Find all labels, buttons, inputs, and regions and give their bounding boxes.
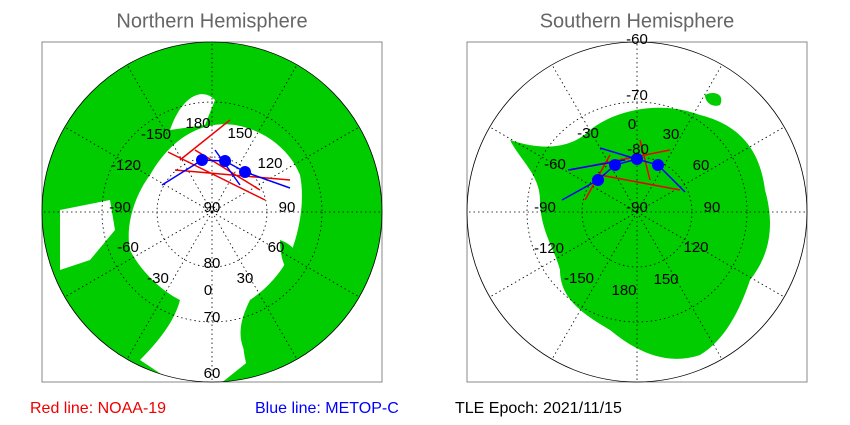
tracks — [561, 139, 686, 201]
grid-label: -80 — [627, 141, 649, 158]
south-map — [510, 93, 770, 359]
south-panel: Southern Hemisphere -60 -70 0 -30 30 -80 -60 60… — [466, 10, 808, 383]
tle-epoch: TLE Epoch: 2021/11/15 — [455, 400, 622, 417]
grid-label: -90 — [534, 199, 556, 216]
grid-label: 90 — [279, 199, 296, 216]
grid-label: -70 — [626, 87, 648, 104]
legend-blue: Blue line: METOP-C — [255, 400, 399, 417]
meridian — [211, 211, 298, 360]
graticule — [41, 41, 383, 383]
grid-label: 80 — [204, 255, 221, 272]
grid-label: -30 — [147, 270, 169, 287]
grid-label: 30 — [663, 126, 680, 143]
grid-label: -90 — [626, 199, 648, 216]
meridian — [636, 211, 723, 360]
grid-label: 180 — [611, 282, 636, 299]
grid-label: 90 — [704, 199, 721, 216]
grid-label: -90 — [109, 199, 131, 216]
meridian — [551, 211, 638, 360]
grid-label: 70 — [204, 309, 221, 326]
legend-red: Red line: NOAA-19 — [30, 400, 166, 417]
panel-title: Southern Hemisphere — [540, 10, 735, 32]
panel-title: Northern Hemisphere — [116, 10, 307, 32]
meridian — [211, 126, 360, 213]
meridian — [211, 64, 298, 213]
meridian — [489, 211, 638, 298]
grid-label: -60 — [544, 156, 566, 173]
grid-label: 180 — [185, 115, 210, 132]
grid-label: -120 — [534, 240, 564, 257]
north-panel: Northern Hemisphere 180 -150 150 -120 120 -90… — [41, 10, 383, 383]
grid-label: 150 — [227, 125, 252, 142]
meridian — [636, 126, 785, 213]
meridian — [551, 64, 638, 213]
grid-label: 150 — [653, 271, 678, 288]
grid-label: -60 — [117, 239, 139, 256]
grid-label: 30 — [237, 270, 254, 287]
grid-label: -30 — [577, 125, 599, 142]
grid-label: 60 — [204, 365, 221, 382]
grid-label: -120 — [111, 157, 141, 174]
tracks — [161, 119, 291, 201]
meridian — [489, 126, 638, 213]
grid-label: -60 — [626, 31, 648, 48]
grid-label: 60 — [268, 239, 285, 256]
meridian — [64, 211, 213, 298]
meridian — [126, 64, 213, 213]
grid-label: 120 — [683, 239, 708, 256]
meridian — [126, 211, 213, 360]
grid-label: -150 — [564, 270, 594, 287]
meridian — [211, 211, 360, 298]
graticule — [466, 41, 808, 383]
grid-label: 120 — [257, 155, 282, 172]
grid-label: 0 — [204, 282, 212, 299]
grid-label: 90 — [204, 199, 221, 216]
meridian — [636, 64, 723, 213]
grid-label: -150 — [141, 126, 171, 143]
grid-label: 0 — [628, 116, 636, 133]
meridian — [636, 211, 785, 298]
meridian — [64, 126, 213, 213]
grid-label: 60 — [693, 157, 710, 174]
